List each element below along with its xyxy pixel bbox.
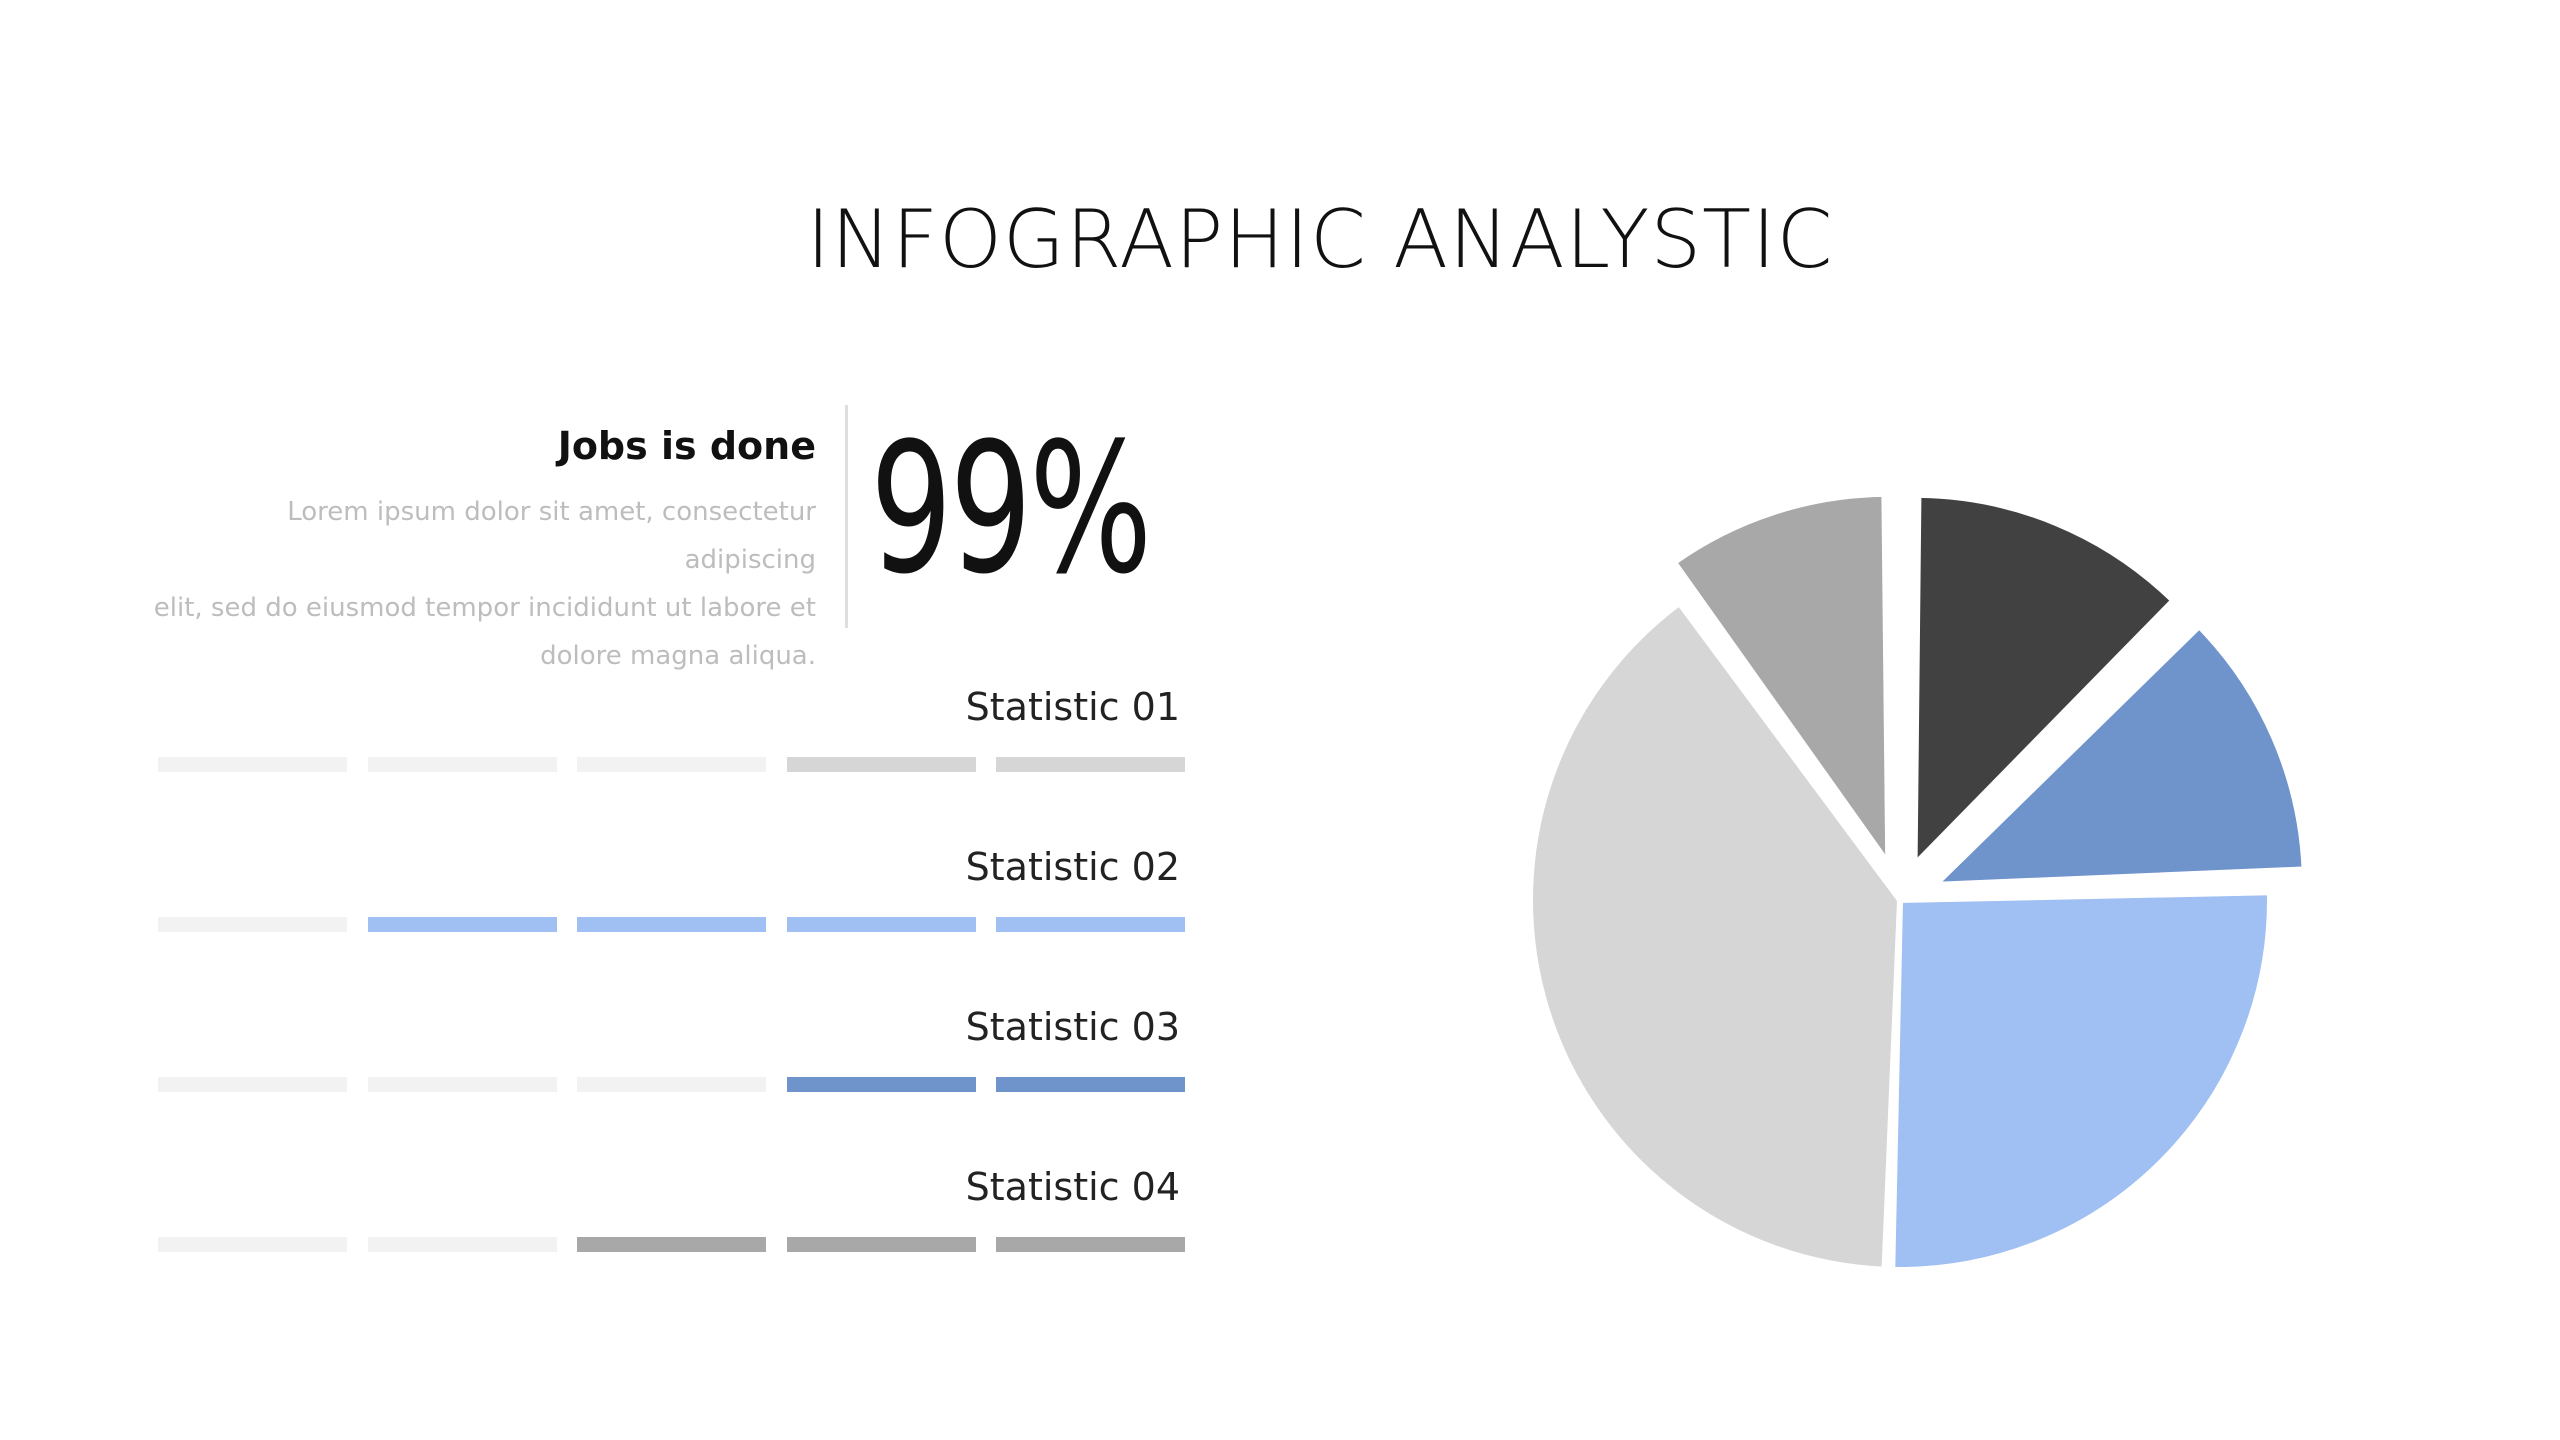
statistic-bar-segment-empty xyxy=(368,1077,557,1092)
statistic-bar-segment-empty xyxy=(158,1077,347,1092)
statistic-bar-segment-empty xyxy=(577,757,766,772)
pie-slice-5 xyxy=(1527,599,1903,1273)
statistic-bar-segment-filled xyxy=(996,1077,1185,1092)
statistic-label: Statistic 02 xyxy=(965,845,1180,889)
kpi-heading: Jobs is done xyxy=(557,424,816,468)
statistic-label: Statistic 01 xyxy=(965,685,1180,729)
statistic-label: Statistic 04 xyxy=(965,1165,1180,1209)
statistic-bar-segment-filled xyxy=(787,917,976,932)
statistic-bar-segment-empty xyxy=(577,1077,766,1092)
statistic-bar-segment-filled xyxy=(996,917,1185,932)
statistic-bar-segment-filled xyxy=(787,1237,976,1252)
kpi-description-line: elit, sed do eiusmod tempor incididunt u… xyxy=(153,593,816,623)
statistic-bar-segment-empty xyxy=(368,1237,557,1252)
statistic-bar-segment-filled xyxy=(577,1237,766,1252)
statistic-bar-segment-empty xyxy=(158,917,347,932)
pie-chart xyxy=(1527,490,2308,1273)
kpi-divider xyxy=(845,405,848,628)
pie-slice-1 xyxy=(1670,490,1892,867)
kpi-description-line: dolore magna aliqua. xyxy=(540,641,816,671)
pie-slice-4 xyxy=(1889,889,2273,1273)
statistic-bar-segment-filled xyxy=(787,757,976,772)
statistic-bar-segment-filled xyxy=(787,1077,976,1092)
statistic-bar-segment-filled xyxy=(577,917,766,932)
kpi-description: Lorem ipsum dolor sit amet, consectetur … xyxy=(150,488,816,680)
statistic-bar-segment-empty xyxy=(158,1237,347,1252)
statistic-label: Statistic 03 xyxy=(965,1005,1180,1049)
statistic-bar-segment-filled xyxy=(368,917,557,932)
kpi-description-line: Lorem ipsum dolor sit amet, consectetur … xyxy=(287,497,816,575)
slide-title: INFOGRAPHIC ANALYSTIC xyxy=(806,193,1834,286)
statistic-bar-segment-empty xyxy=(368,757,557,772)
pie-slice-3 xyxy=(1931,623,2308,888)
statistic-bar-segment-filled xyxy=(996,757,1185,772)
kpi-value: 99% xyxy=(870,405,1152,614)
statistic-bar-segment-filled xyxy=(996,1237,1185,1252)
pie-slice-2 xyxy=(1911,491,2177,868)
statistic-bar-segment-empty xyxy=(158,757,347,772)
